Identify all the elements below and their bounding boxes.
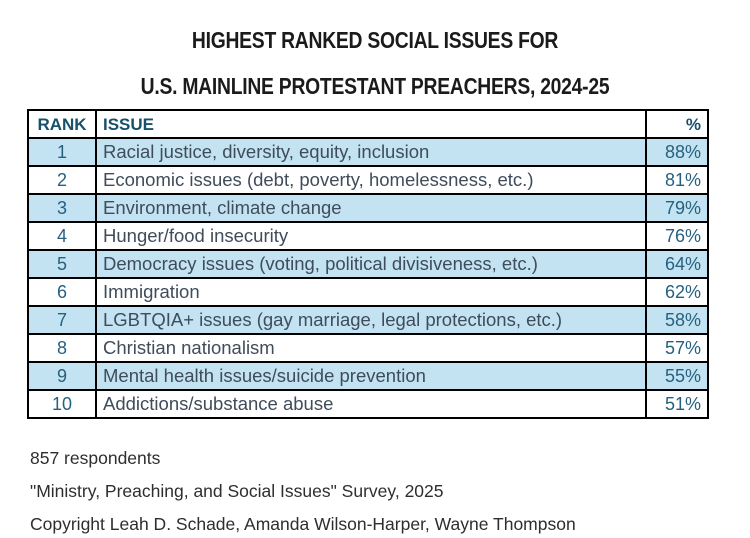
percent-cell: 88% [645,137,709,167]
table-row: 5 Democracy issues (voting, political div… [27,249,709,279]
figure-title: HIGHEST RANKED SOCIAL ISSUES FOR U.S. MA… [0,27,750,100]
percent-cell: 62% [645,277,709,307]
table-header-row: RANK ISSUE % [27,109,709,139]
ranked-issues-table: RANK ISSUE % 1 Racial justice, diversity,… [27,109,709,419]
issue-cell: Economic issues (debt, poverty, homeless… [95,165,647,195]
survey-source-note: "Ministry, Preaching, and Social Issues"… [30,481,444,501]
table-row: 2 Economic issues (debt, poverty, homeles… [27,165,709,195]
issue-cell: Hunger/food insecurity [95,221,647,251]
rank-cell: 8 [27,333,97,363]
table-row: 9 Mental health issues/suicide prevention… [27,361,709,391]
issue-cell: Democracy issues (voting, political divi… [95,249,647,279]
table-row: 6 Immigration 62% [27,277,709,307]
rank-cell: 5 [27,249,97,279]
rank-cell: 10 [27,389,97,419]
respondents-note: 857 respondents [30,448,161,468]
rank-cell: 6 [27,277,97,307]
rank-cell: 2 [27,165,97,195]
table-row: 4 Hunger/food insecurity 76% [27,221,709,251]
figure-footnotes: 857 respondents "Ministry, Preaching, an… [30,448,576,538]
table-row: 3 Environment, climate change 79% [27,193,709,223]
percent-cell: 81% [645,165,709,195]
issue-cell: Racial justice, diversity, equity, inclu… [95,137,647,167]
percent-cell: 51% [645,389,709,419]
rank-cell: 1 [27,137,97,167]
rank-cell: 3 [27,193,97,223]
table-row: 1 Racial justice, diversity, equity, incl… [27,137,709,167]
title-line-2: U.S. MAINLINE PROTESTANT PREACHERS, 2024… [140,73,610,99]
rank-cell: 4 [27,221,97,251]
table-row: 8 Christian nationalism 57% [27,333,709,363]
issue-cell: Christian nationalism [95,333,647,363]
rank-cell: 7 [27,305,97,335]
title-line-1: HIGHEST RANKED SOCIAL ISSUES FOR [191,27,559,53]
percent-column-header: % [645,109,709,139]
issue-cell: Addictions/substance abuse [95,389,647,419]
table-body: 1 Racial justice, diversity, equity, incl… [27,137,709,419]
percent-cell: 76% [645,221,709,251]
issue-cell: Immigration [95,277,647,307]
percent-cell: 58% [645,305,709,335]
percent-cell: 57% [645,333,709,363]
table-row: 7 LGBTQIA+ issues (gay marriage, legal pr… [27,305,709,335]
copyright-note: Copyright Leah D. Schade, Amanda Wilson-… [30,514,576,534]
percent-cell: 64% [645,249,709,279]
issue-cell: Environment, climate change [95,193,647,223]
table-row: 10 Addictions/substance abuse 51% [27,389,709,419]
issue-cell: Mental health issues/suicide prevention [95,361,647,391]
rank-cell: 9 [27,361,97,391]
rank-column-header: RANK [27,109,97,139]
percent-cell: 79% [645,193,709,223]
issue-cell: LGBTQIA+ issues (gay marriage, legal pro… [95,305,647,335]
percent-cell: 55% [645,361,709,391]
issue-column-header: ISSUE [95,109,647,139]
